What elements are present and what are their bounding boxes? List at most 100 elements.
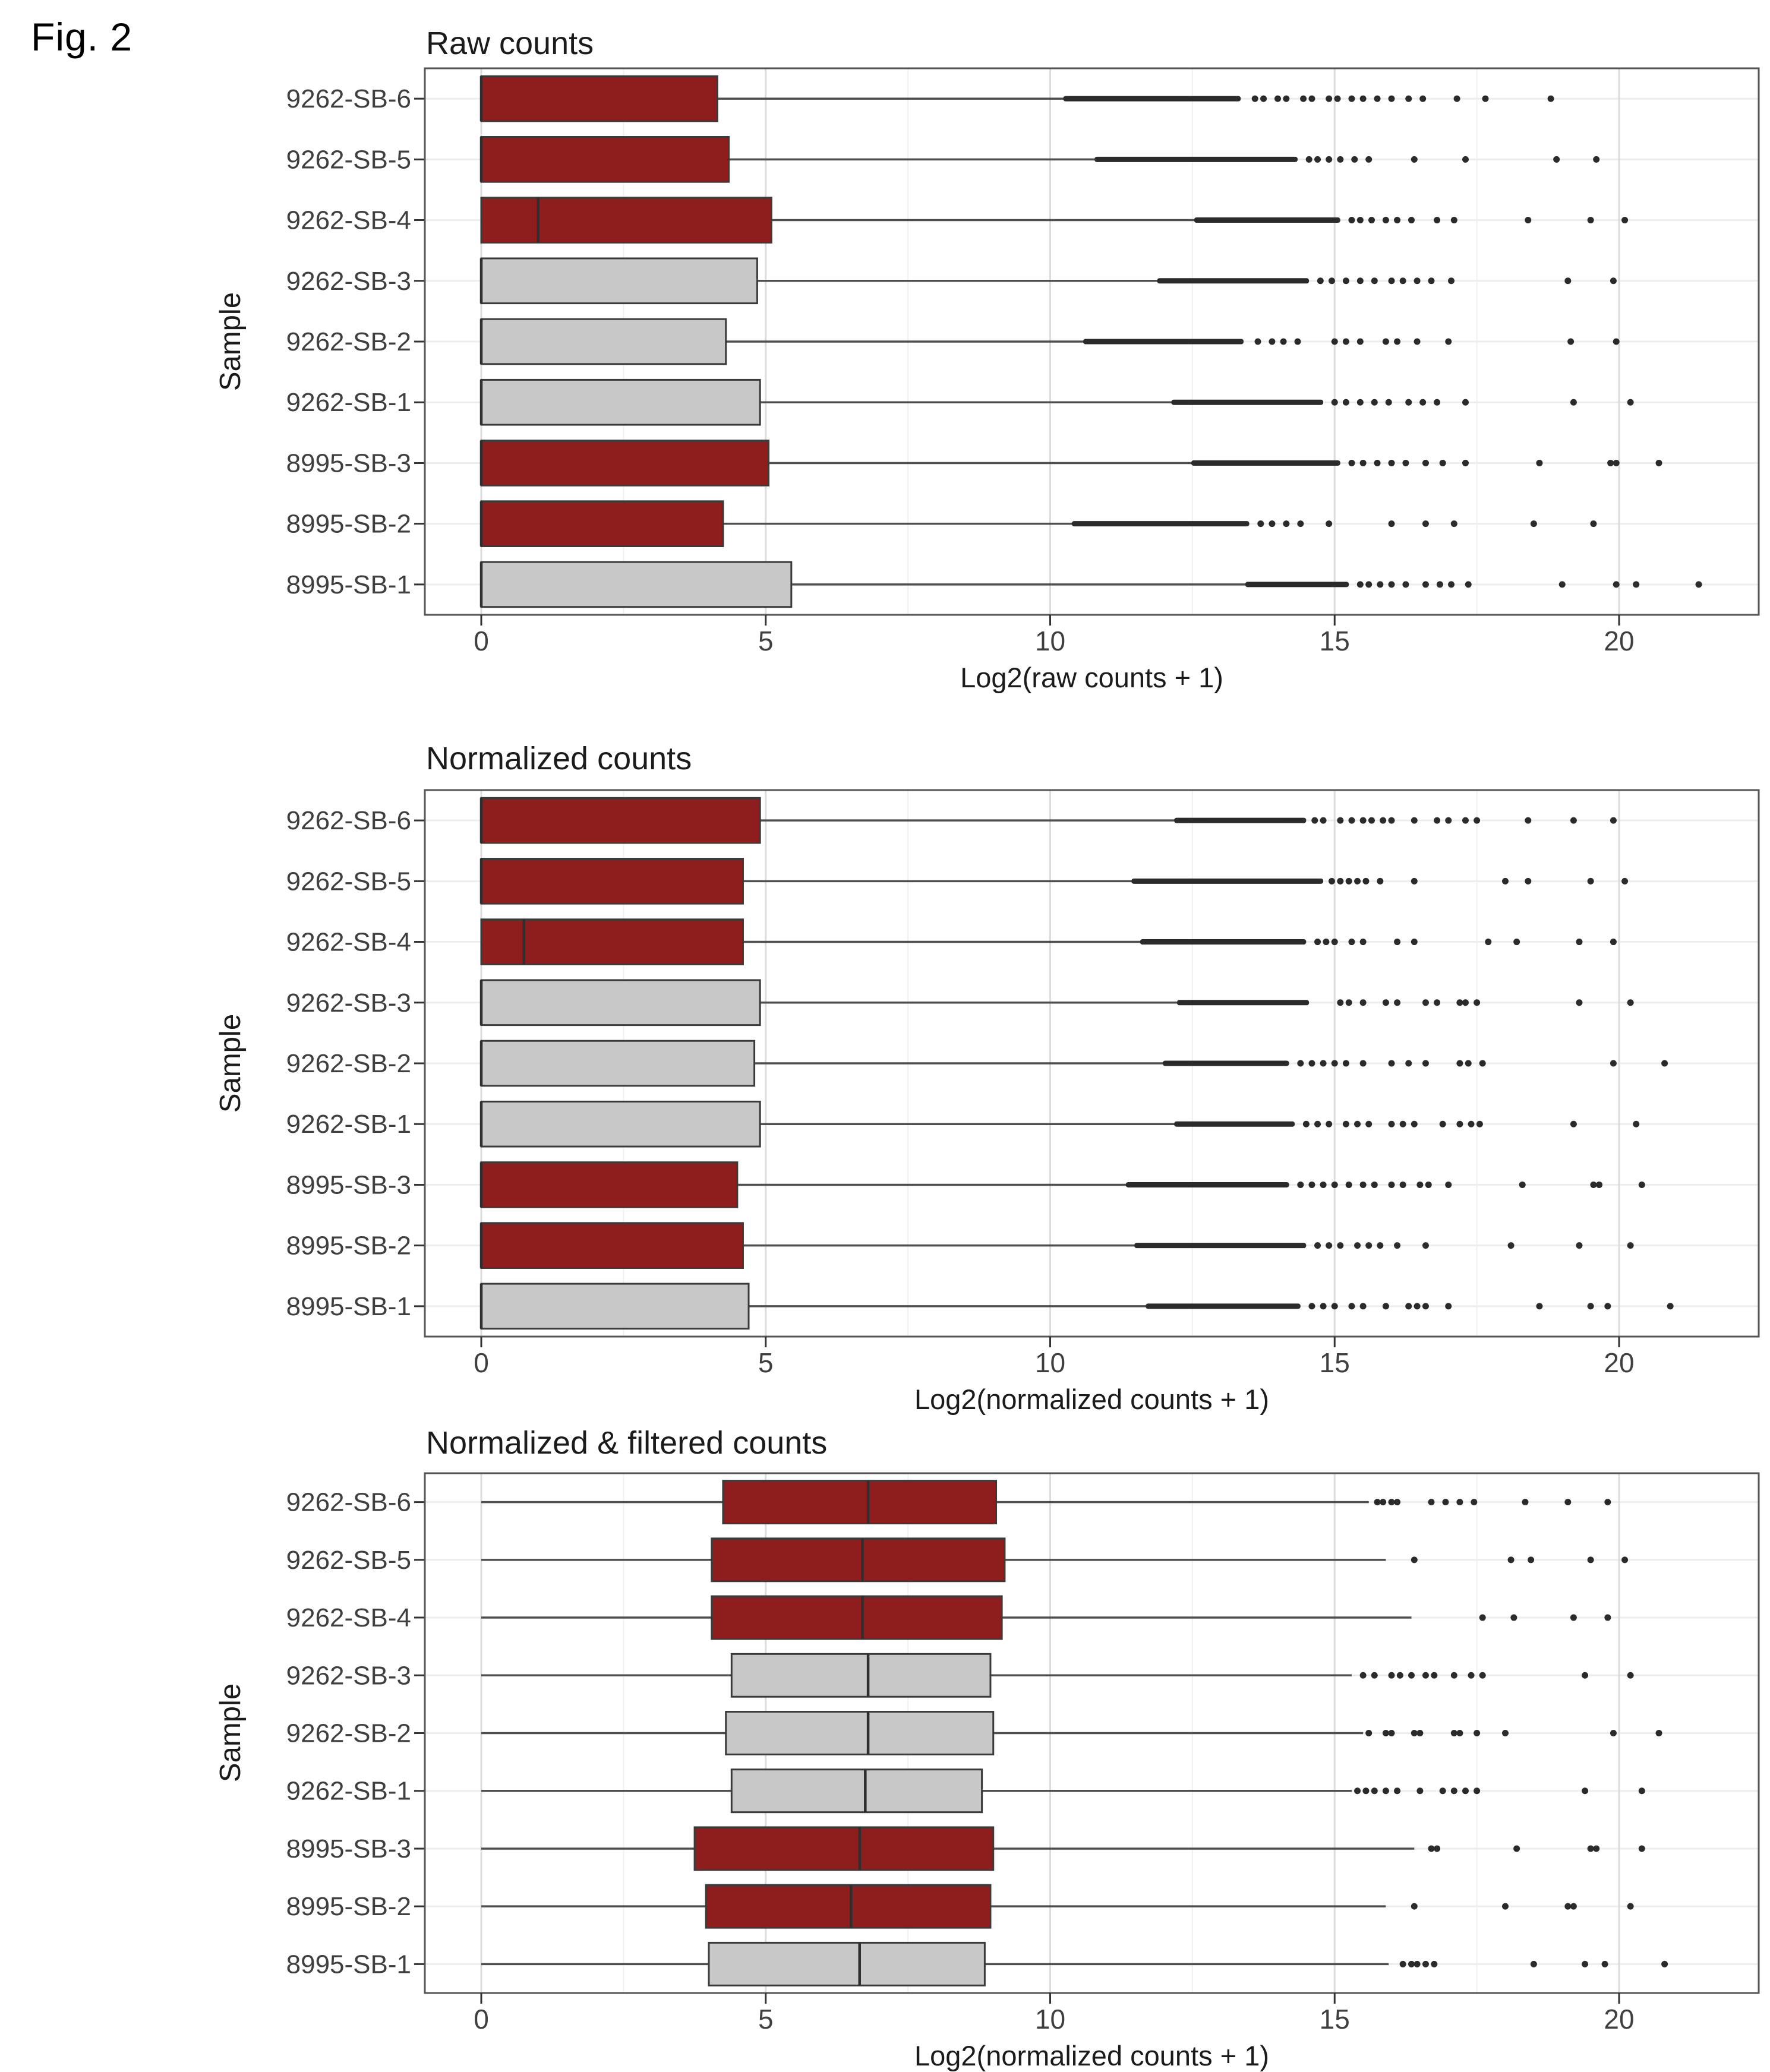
outlier-point <box>1348 939 1355 946</box>
outlier-point <box>1416 1787 1424 1795</box>
outlier-point <box>1456 1730 1463 1736</box>
sample-label: 9262-SB-3 <box>286 267 411 296</box>
sample-label: 9262-SB-1 <box>286 1777 411 1806</box>
panel-title-normalized-counts: Normalized counts <box>426 741 692 776</box>
outlier-point <box>1422 1672 1429 1679</box>
outlier-point <box>1513 939 1520 946</box>
outlier-point <box>1359 95 1367 102</box>
x-tick-label: 10 <box>1035 2004 1065 2035</box>
outlier-point <box>1331 338 1338 345</box>
outlier-point <box>1254 338 1261 345</box>
outlier-point <box>1450 1672 1457 1679</box>
box-iqr <box>480 136 730 183</box>
boxplot-row-8995-SB-1: 8995-SB-1 <box>286 1941 1668 1986</box>
outlier-point <box>1345 999 1352 1006</box>
outlier-point <box>1405 399 1412 406</box>
outlier-point <box>1320 1303 1327 1310</box>
outlier-point <box>1371 1181 1378 1188</box>
outlier-point <box>1394 1242 1401 1249</box>
outlier-point <box>1456 1120 1463 1127</box>
outlier-point <box>1359 1672 1367 1679</box>
outlier-point <box>1416 1181 1424 1188</box>
outlier-point <box>1356 217 1364 224</box>
outlier-point <box>1388 520 1395 528</box>
outlier-point <box>1359 999 1367 1006</box>
outlier-point <box>1655 1730 1662 1736</box>
panel-border <box>424 1472 1760 1994</box>
sample-label: 9262-SB-6 <box>286 806 411 835</box>
outlier-point <box>1405 1303 1412 1310</box>
sample-label: 8995-SB-3 <box>286 1834 411 1863</box>
outlier-point <box>1422 581 1429 588</box>
outlier-point <box>1356 399 1364 406</box>
box-iqr <box>480 318 727 365</box>
outlier-point <box>1638 1787 1645 1795</box>
outlier-point <box>1510 1614 1517 1621</box>
outlier-point <box>1439 1120 1446 1127</box>
outlier-point <box>1661 1060 1668 1067</box>
outlier-dense-band <box>1245 582 1349 588</box>
outlier-point <box>1502 1730 1509 1736</box>
outlier-point <box>1638 1845 1645 1852</box>
outlier-point <box>1337 156 1344 163</box>
outlier-point <box>1377 877 1384 885</box>
box-iqr <box>708 1941 986 1986</box>
outlier-point <box>1260 95 1267 102</box>
outlier-point <box>1394 939 1401 946</box>
outlier-point <box>1450 217 1457 224</box>
outlier-point <box>1667 1303 1674 1310</box>
outlier-point <box>1610 1060 1617 1067</box>
outlier-point <box>1445 1181 1452 1188</box>
boxplot-row-8995-SB-3: 8995-SB-3 <box>286 440 1662 487</box>
outlier-point <box>1613 581 1620 588</box>
outlier-point <box>1377 581 1384 588</box>
outlier-point <box>1382 999 1389 1006</box>
outlier-point <box>1297 520 1304 528</box>
outlier-point <box>1411 939 1418 946</box>
outlier-point <box>1334 95 1341 102</box>
outlier-point <box>1328 277 1335 285</box>
outlier-point <box>1465 581 1472 588</box>
outlier-point <box>1530 1960 1537 1967</box>
sample-label: 8995-SB-2 <box>286 1231 411 1261</box>
outlier-point <box>1610 939 1617 946</box>
outlier-dense-band <box>1171 399 1324 405</box>
outlier-point <box>1351 156 1358 163</box>
outlier-point <box>1308 1060 1315 1067</box>
outlier-point <box>1305 156 1312 163</box>
outlier-point <box>1326 1242 1333 1249</box>
outlier-point <box>1377 1242 1384 1249</box>
outlier-point <box>1456 1499 1463 1506</box>
box-iqr <box>480 797 761 844</box>
outlier-point <box>1553 156 1560 163</box>
outlier-point <box>1450 520 1457 528</box>
outlier-point <box>1474 1787 1481 1795</box>
outlier-point <box>1414 338 1421 345</box>
outlier-dense-band <box>1083 339 1244 345</box>
boxplot-row-8995-SB-1: 8995-SB-1 <box>286 1283 1674 1330</box>
outlier-point <box>1399 1181 1406 1188</box>
outlier-point <box>1380 817 1387 824</box>
boxplot-row-9262-SB-3: 9262-SB-3 <box>286 979 1634 1026</box>
outlier-point <box>1422 999 1429 1006</box>
sample-label: 9262-SB-2 <box>286 1049 411 1078</box>
outlier-point <box>1345 1181 1352 1188</box>
outlier-point <box>1462 817 1469 824</box>
outlier-point <box>1396 1672 1403 1679</box>
outlier-point <box>1567 338 1575 345</box>
outlier-point <box>1320 1181 1327 1188</box>
x-tick-label: 10 <box>1035 626 1065 656</box>
outlier-point <box>1507 1242 1515 1249</box>
outlier-point <box>1354 1242 1361 1249</box>
outlier-point <box>1354 1120 1361 1127</box>
outlier-point <box>1570 1903 1577 1910</box>
sample-label: 9262-SB-6 <box>286 84 411 113</box>
box-iqr <box>730 1768 983 1814</box>
outlier-point <box>1587 1556 1594 1564</box>
outlier-point <box>1558 581 1566 588</box>
outlier-point <box>1576 1242 1583 1249</box>
box-iqr <box>480 1161 739 1208</box>
outlier-dense-band <box>1131 878 1324 884</box>
outlier-point <box>1570 817 1577 824</box>
sample-label: 9262-SB-6 <box>286 1488 411 1517</box>
